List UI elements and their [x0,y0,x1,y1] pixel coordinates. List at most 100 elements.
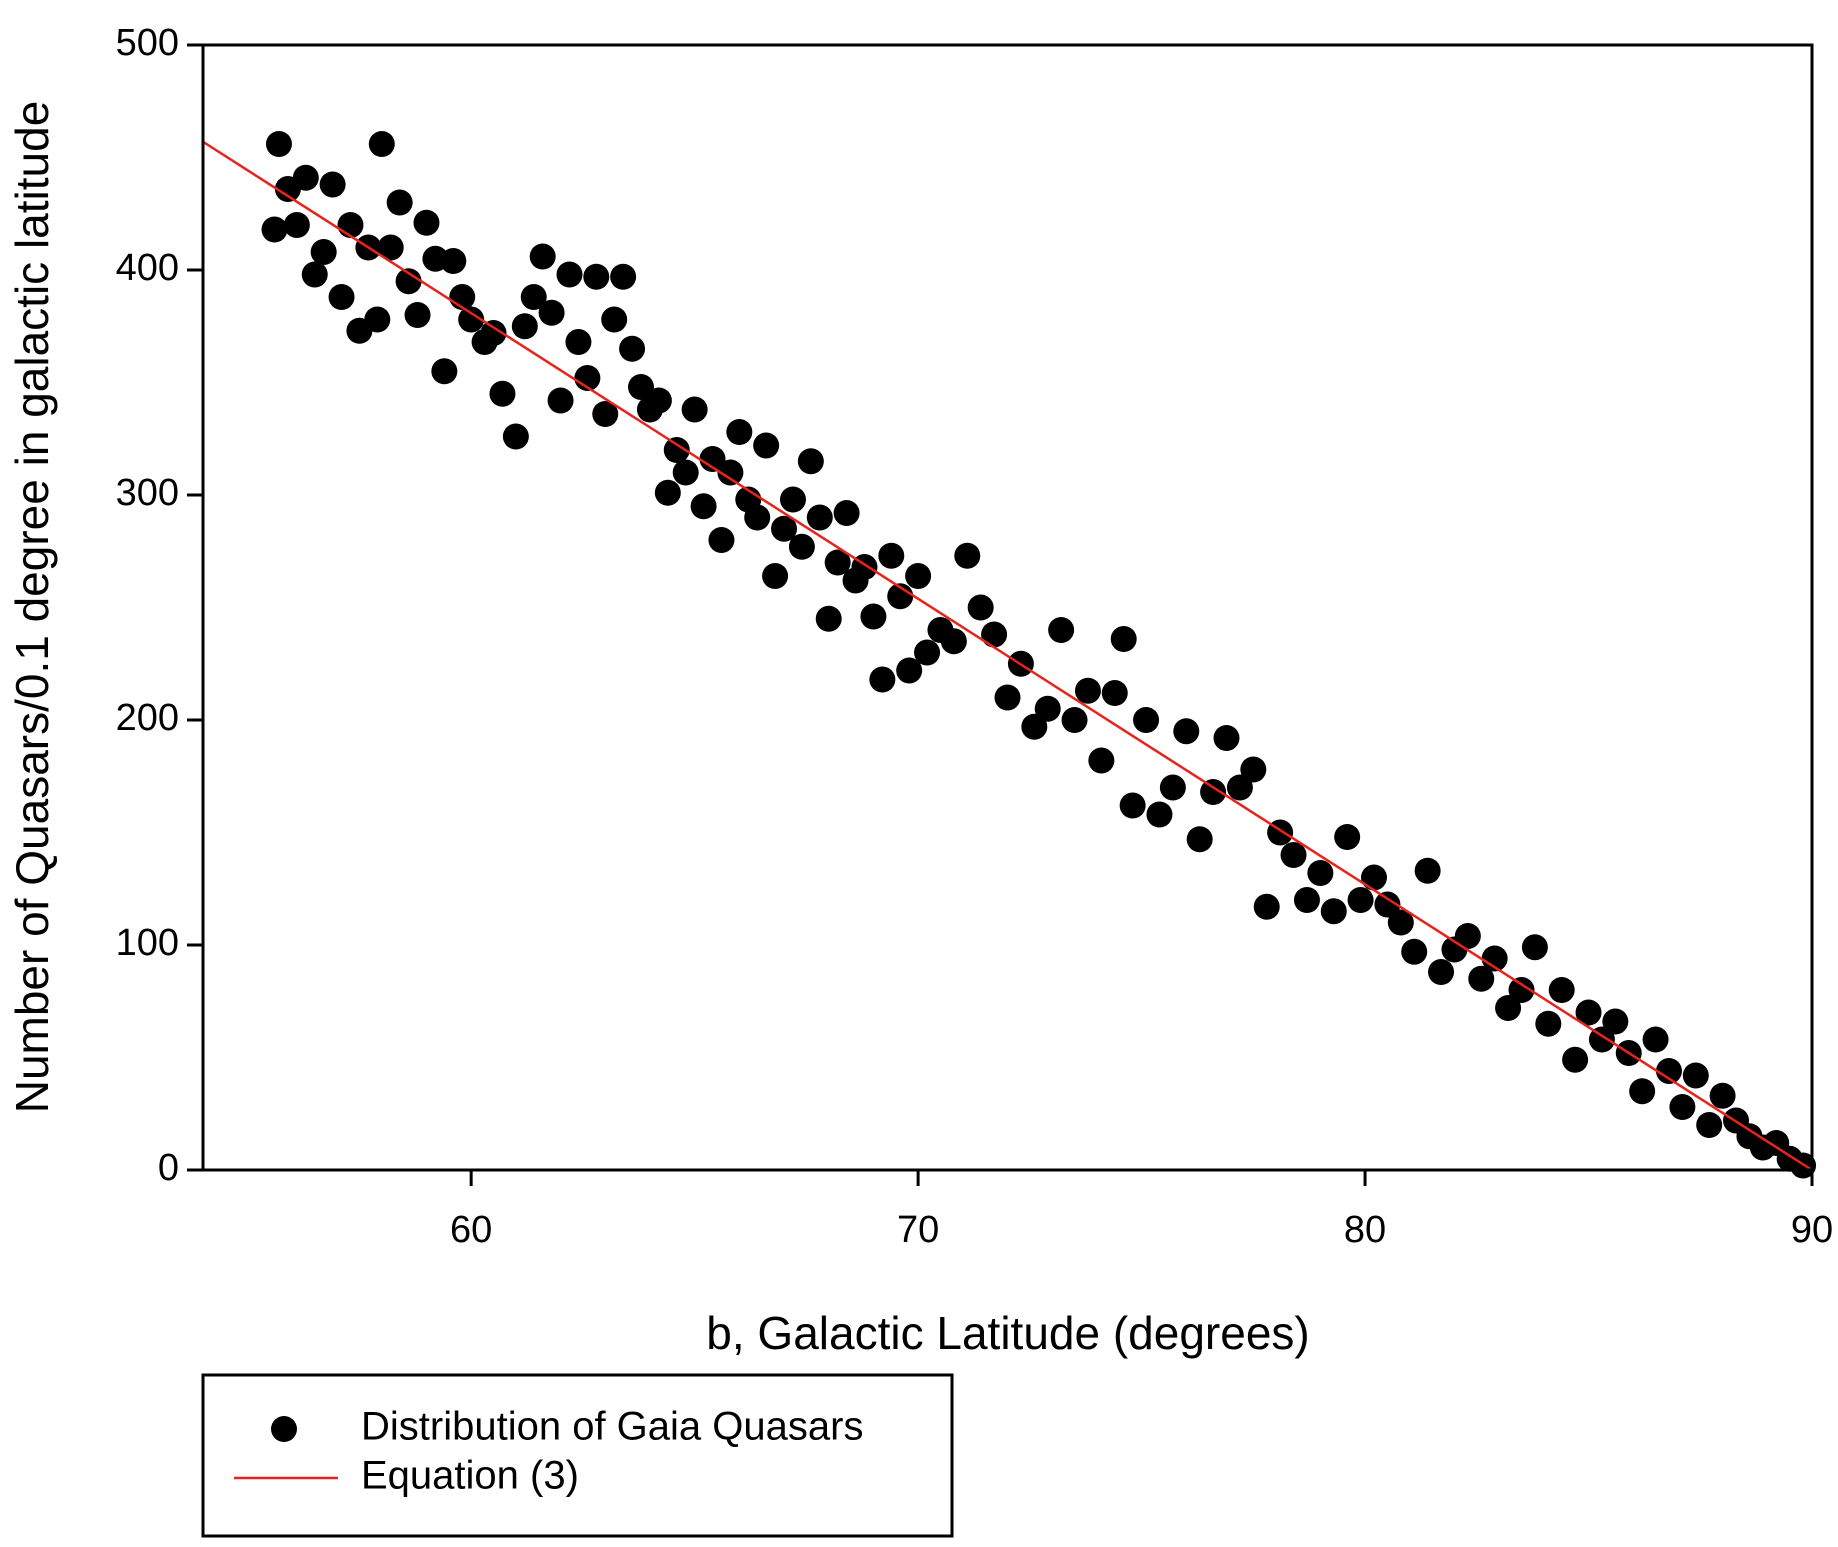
data-point [833,500,860,526]
plot-frame [201,43,1814,1172]
data-point [1655,1058,1682,1084]
data-point [529,243,556,270]
data-point [967,594,994,621]
data-point [905,563,932,589]
data-point [1642,1026,1669,1053]
data-point [511,313,538,340]
data-point [1682,1062,1709,1089]
data-point [583,263,610,290]
data-point [610,263,637,290]
data-point [1133,707,1160,733]
data-point [1629,1078,1656,1105]
x-axis-label: b, Galactic Latitude (degrees) [706,1307,1309,1359]
data-point [283,212,310,238]
data-point [744,504,771,531]
data-point [1293,887,1320,913]
data-point [413,209,440,236]
data-point [261,216,288,243]
data-point [1414,857,1441,884]
data-point [1320,898,1347,925]
y-tick-label: 500 [116,22,179,64]
data-point [1307,860,1334,886]
data-point [1280,842,1307,868]
data-point [458,306,485,333]
data-point [619,335,646,362]
data-point [1387,909,1414,936]
data-point [628,374,655,400]
x-tick-label: 80 [1344,1209,1386,1251]
legend-label: Distribution of Gaia Quasars [361,1405,863,1449]
data-point [1669,1094,1696,1120]
data-point [1709,1082,1736,1109]
legend-box [201,1373,954,1538]
data-point [1401,938,1428,965]
data-point [601,306,628,333]
data-point [824,549,851,576]
y-tick-label: 400 [116,247,179,289]
data-point [726,419,753,445]
data-point [310,239,337,265]
data-point [981,621,1008,648]
data-point [1226,774,1253,801]
data-point [771,515,798,542]
data-point [1575,999,1602,1026]
data-point [1495,995,1522,1021]
data-point [480,320,507,346]
y-tick-label: 200 [116,697,179,739]
data-point [654,479,681,506]
data-point [788,533,815,560]
data-point [1468,965,1495,992]
data-point [1253,893,1280,920]
data-point [708,527,735,553]
data-point [1110,626,1137,652]
data-point [1213,725,1240,751]
data-point [1101,680,1128,706]
data-point [699,446,726,472]
data-point [940,628,967,655]
data-point [1088,747,1115,774]
data-point [404,302,431,328]
data-point [681,396,708,423]
y-axis-label: Number of Quasars/0.1 degree in galactic… [6,101,58,1114]
data-point [1562,1046,1589,1073]
data-point [896,657,923,684]
y-tick-label: 100 [116,922,179,964]
data-point [328,284,355,310]
data-point [672,459,699,486]
x-tick-label: 60 [450,1209,492,1251]
data-point [1240,756,1267,783]
data-point [395,268,422,295]
data-point [364,306,391,333]
data-point [556,261,583,288]
legend-marker [271,1416,297,1442]
data-point [1159,774,1186,801]
data-point [815,605,842,632]
data-point [1602,1008,1629,1035]
data-point [592,401,619,427]
data-point [265,131,292,157]
data-point [1119,792,1146,819]
data-point [1454,923,1481,949]
data-point [1186,826,1213,853]
data-point [489,380,516,407]
data-point [1428,959,1455,985]
data-point [319,171,346,198]
data-point [1021,713,1048,740]
data-point [386,189,413,216]
data-point [1360,864,1387,891]
data-point [1521,934,1548,961]
data-point [520,284,547,310]
fit-line [202,140,1813,1172]
x-tick-label: 90 [1791,1209,1833,1251]
y-tick-label: 0 [158,1147,179,1189]
data-point [753,432,780,459]
data-point [292,164,319,191]
data-point [869,666,896,693]
data-point [377,234,404,261]
data-point [1508,977,1535,1003]
data-point [547,387,574,414]
data-point [717,459,744,486]
data-point [914,639,941,666]
data-point [1200,779,1227,805]
